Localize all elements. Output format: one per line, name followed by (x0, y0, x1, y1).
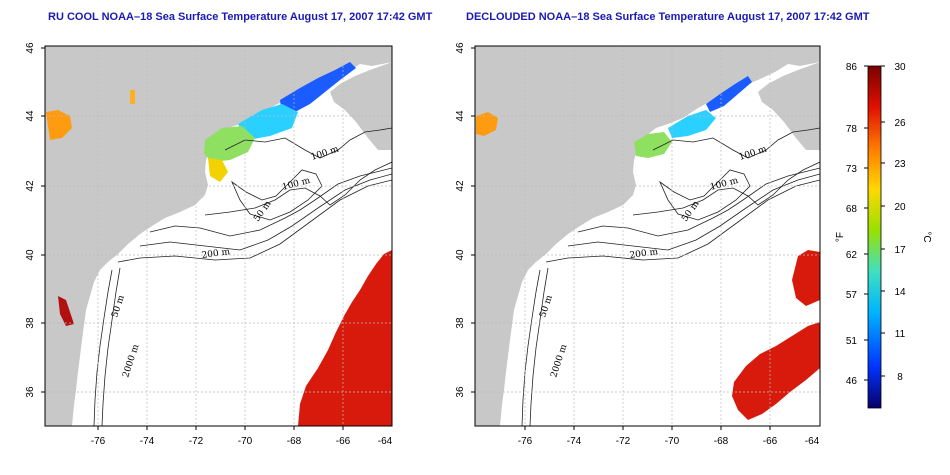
left-lat-label: 36 (25, 386, 36, 398)
colorbar-ticks (864, 65, 885, 381)
right-lon-label: -72 (616, 436, 631, 447)
fahrenheit-tick-label: 73 (846, 164, 858, 175)
fahrenheit-tick-label: 46 (846, 376, 858, 387)
right-land-island (558, 58, 566, 64)
celsius-tick-label: 8 (897, 372, 903, 383)
left-lat-label: 42 (25, 180, 36, 192)
right-lon-label: -74 (567, 436, 582, 447)
left-sst-gulfstream-red (298, 250, 392, 426)
left-sst-yellow-speck (130, 90, 135, 104)
left-lon-label: -74 (140, 436, 155, 447)
left-map-panel: 100 m 100 m 50 m 200 m 50 m 2000 m -76 -… (25, 42, 393, 447)
left-grid (45, 46, 392, 426)
left-lon-label: -70 (238, 436, 253, 447)
fahrenheit-tick-label: 51 (846, 336, 858, 347)
right-lat-label: 42 (455, 180, 466, 192)
left-lon-label: -76 (91, 436, 106, 447)
right-lat-label: 40 (455, 249, 466, 261)
right-sst-gulfstream-red-a (792, 250, 820, 306)
right-lat-labels: 46 44 42 40 38 36 (455, 42, 466, 398)
celsius-tick-label: 20 (894, 202, 906, 213)
right-sst-maine-cyan (668, 110, 716, 138)
right-axis-ticks (471, 47, 771, 430)
right-contour-label-200m: 200 m (629, 247, 659, 261)
right-sst-maine-green (634, 132, 672, 158)
right-panel-title: DECLOUDED NOAA–18 Sea Surface Temperatur… (466, 11, 870, 23)
left-panel-title: RU COOL NOAA–18 Sea Surface Temperature … (48, 11, 433, 23)
right-lon-labels: -76 -74 -72 -70 -68 -66 -64 (518, 436, 820, 447)
celsius-tick-label: 14 (894, 287, 906, 298)
left-sst-gulf-orange (46, 110, 72, 140)
right-map-panel: 100 m 100 m 50 m 200 m 50 m 2000 m -76 -… (455, 42, 821, 447)
right-grid (475, 46, 820, 426)
right-lon-label: -64 (805, 436, 820, 447)
celsius-unit-label: °C (921, 231, 932, 242)
left-lat-labels: 46 44 42 40 38 36 (25, 42, 36, 398)
celsius-tick-label: 26 (894, 118, 906, 129)
fahrenheit-unit-label: °F (835, 232, 846, 242)
left-land-novascotia (330, 62, 392, 150)
left-map-frame (44, 45, 393, 427)
colorbar-gradient (867, 65, 882, 409)
left-sst-maine-blue (280, 62, 356, 114)
left-land-island (128, 58, 136, 64)
fahrenheit-tick-label: 57 (846, 290, 858, 301)
left-lon-label: -66 (336, 436, 351, 447)
right-land-mainland (475, 46, 820, 426)
right-lon-label: -68 (714, 436, 729, 447)
left-sst-delaware-red (58, 296, 74, 326)
left-sst-maine-green (204, 126, 255, 162)
left-lon-labels: -76 -74 -72 -70 -68 -66 -64 (91, 436, 393, 447)
right-lon-label: -70 (665, 436, 680, 447)
colorbar: 86 78 73 68 62 57 51 46 30 26 23 20 17 1… (835, 62, 932, 409)
celsius-tick-label: 17 (894, 245, 906, 256)
right-sst-gulf-orange (476, 112, 498, 136)
celsius-tick-label: 30 (894, 62, 906, 73)
right-lat-label: 36 (455, 386, 466, 398)
left-bathymetry-contours (93, 127, 392, 426)
left-axis-ticks (41, 47, 344, 430)
right-sst-maine-blue (706, 76, 752, 112)
left-contour-label-200m: 200 m (201, 247, 231, 261)
right-lat-label: 44 (455, 110, 466, 122)
left-lon-label: -72 (189, 436, 204, 447)
left-lon-label: -68 (287, 436, 302, 447)
fahrenheit-tick-label: 68 (846, 204, 858, 215)
colorbar-fahrenheit-ticks: 86 78 73 68 62 57 51 46 (846, 62, 858, 387)
left-sst-maine-cyan (238, 104, 298, 140)
right-map-frame (474, 45, 821, 427)
left-lat-label: 44 (25, 110, 36, 122)
fahrenheit-tick-label: 62 (846, 250, 858, 261)
left-land-mainland (45, 46, 392, 426)
left-lat-label: 40 (25, 249, 36, 261)
right-lon-label: -66 (763, 436, 778, 447)
right-lat-label: 46 (455, 42, 466, 54)
left-lon-label: -64 (378, 436, 393, 447)
left-lat-label: 38 (25, 317, 36, 329)
right-sst-gulfstream-red-b (732, 322, 820, 420)
right-bathymetry-contours (521, 127, 820, 426)
celsius-tick-label: 11 (895, 329, 906, 340)
fahrenheit-tick-label: 78 (846, 124, 858, 135)
left-lat-label: 46 (25, 42, 36, 54)
colorbar-celsius-ticks: 30 26 23 20 17 14 11 8 (894, 62, 906, 383)
right-lon-label: -76 (518, 436, 533, 447)
right-land-novascotia (758, 62, 820, 150)
right-lat-label: 38 (455, 317, 466, 329)
fahrenheit-tick-label: 86 (846, 62, 858, 73)
left-sst-capecod-yellow (208, 158, 228, 182)
celsius-tick-label: 23 (894, 159, 906, 170)
